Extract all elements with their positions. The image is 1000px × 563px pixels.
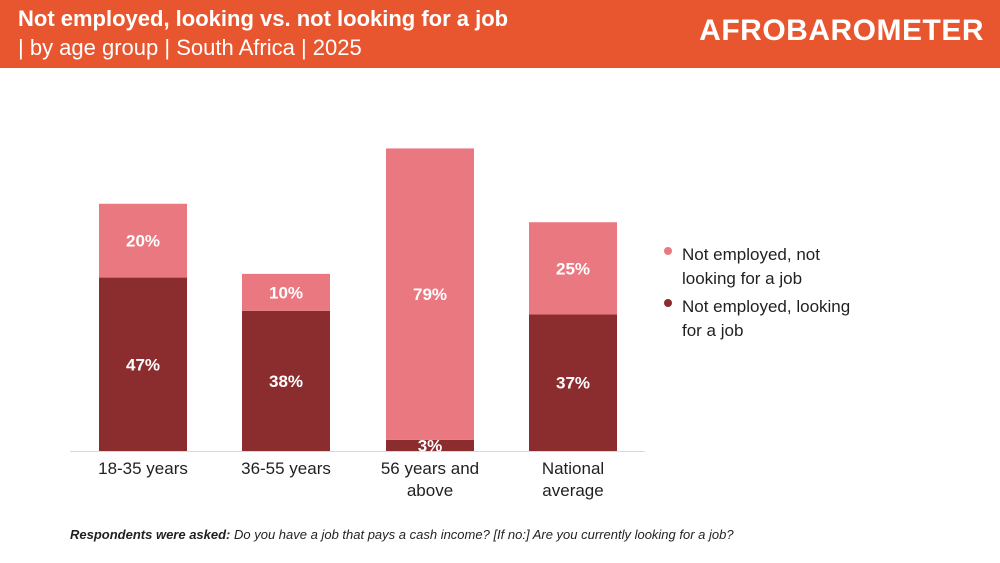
footnote: Respondents were asked: Do you have a jo… [70,527,734,542]
stacked-bar-chart: 47% 20% 18-35 years 38% 10% 36-55 years 3% 79% 5… [70,148,645,500]
legend: Not employed, not looking for a job Not … [664,243,924,347]
data-label: 79% [413,285,447,304]
category-label: 18-35 years [98,459,188,478]
legend-swatch-looking [664,299,672,307]
data-label: 47% [126,355,160,374]
bar-not-looking [386,148,474,440]
category-label: National [542,459,604,478]
footnote-text: Do you have a job that pays a cash incom… [230,527,734,542]
category-label: 56 years and [381,459,479,478]
data-label: 3% [418,436,443,455]
data-label: 20% [126,232,160,251]
legend-swatch-not-looking [664,247,672,255]
legend-label-looking-line2: for a job [682,321,744,340]
data-label: 25% [556,259,590,278]
afrobarometer-logo: AFROBAROMETER [699,14,984,47]
bar-not-looking [529,222,617,315]
category-label: 36-55 years [241,459,331,478]
chart-title: Not employed, looking vs. not looking fo… [18,6,509,31]
data-label: 38% [269,372,303,391]
data-label: 37% [556,374,590,393]
legend-item-not-looking: Not employed, not looking for a job [664,243,924,291]
chart-subtitle: | by age group | South Africa | 2025 [18,35,362,60]
category-label: above [407,481,453,500]
legend-label-not-looking-line1: Not employed, not [682,245,820,264]
legend-label-looking-line1: Not employed, looking [682,297,851,316]
category-label: average [542,481,603,500]
legend-item-looking: Not employed, looking for a job [664,295,924,343]
bar-looking [386,439,474,451]
footnote-label: Respondents were asked: [70,527,231,542]
bar-looking [99,277,187,451]
header-banner: Not employed, looking vs. not looking fo… [0,0,1000,68]
bar-not-looking [242,273,330,311]
legend-label-not-looking-line2: looking for a job [682,269,803,288]
data-label: 10% [269,283,303,302]
bar-looking [529,314,617,451]
bar-not-looking [99,203,187,278]
bar-looking [242,310,330,451]
